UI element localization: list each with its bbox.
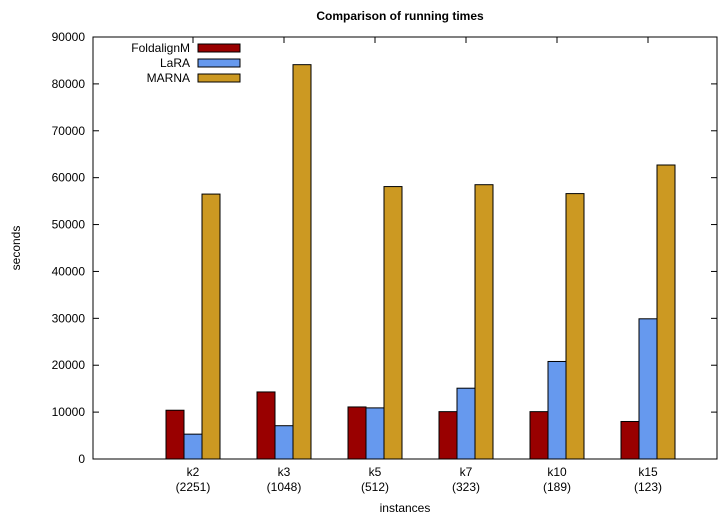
y-tick-label: 20000 [52, 358, 86, 372]
bar-foldalignm [620, 420, 640, 460]
bar-marna [383, 186, 403, 460]
bars [165, 64, 676, 460]
bar-marna [474, 184, 494, 460]
x-tick-label: (512) [361, 480, 389, 494]
bar-marna [656, 164, 676, 460]
bar-lara [456, 387, 476, 460]
legend-swatch [197, 43, 241, 53]
legend-swatch [197, 73, 241, 83]
bar-marna [292, 64, 312, 460]
y-axis: 0 10000 20000 30000 40000 50000 60000 70000 8000… [52, 30, 717, 466]
bar-lara [547, 360, 567, 460]
legend-label: FoldalignM [131, 41, 190, 55]
x-tick-label: (323) [452, 480, 480, 494]
x-axis-label: instances [380, 501, 431, 515]
y-axis-label: seconds [9, 226, 23, 271]
y-tick-label: 70000 [52, 124, 86, 138]
bar-marna [201, 193, 221, 460]
legend-swatch [197, 58, 241, 68]
legend-label: LaRA [160, 56, 190, 70]
bar-lara [274, 425, 294, 460]
x-tick-label: k2 [187, 465, 200, 479]
x-tick-label: k5 [369, 465, 382, 479]
bar-marna [565, 193, 585, 460]
legend-label: MARNA [147, 71, 190, 85]
y-tick-label: 40000 [52, 264, 86, 278]
x-tick-label: (123) [634, 480, 662, 494]
y-tick-label: 60000 [52, 171, 86, 185]
x-tick-label: (2251) [176, 480, 211, 494]
bar-lara [365, 407, 385, 460]
x-tick-label: k7 [460, 465, 473, 479]
bar-foldalignm [529, 411, 549, 460]
plot-area [92, 36, 718, 460]
y-tick-label: 80000 [52, 77, 86, 91]
bar-foldalignm [165, 409, 185, 460]
y-tick-label: 50000 [52, 218, 86, 232]
bar-lara [183, 433, 203, 460]
y-tick-label: 90000 [52, 30, 86, 44]
x-axis: k2(2251) k3(1048) k5(512) k7(323) k10(189) k1… [176, 37, 662, 494]
bar-foldalignm [438, 411, 458, 460]
x-tick-label: k15 [638, 465, 658, 479]
chart-title: Comparison of running times [316, 9, 484, 23]
bar-foldalignm [347, 406, 367, 460]
bar-foldalignm [256, 391, 276, 460]
y-tick-label: 30000 [52, 311, 86, 325]
x-tick-label: (1048) [267, 480, 302, 494]
x-tick-label: k3 [278, 465, 291, 479]
x-tick-label: k10 [547, 465, 567, 479]
y-tick-label: 10000 [52, 405, 86, 419]
x-tick-label: (189) [543, 480, 571, 494]
y-tick-label: 0 [78, 452, 85, 466]
bar-lara [638, 318, 658, 460]
